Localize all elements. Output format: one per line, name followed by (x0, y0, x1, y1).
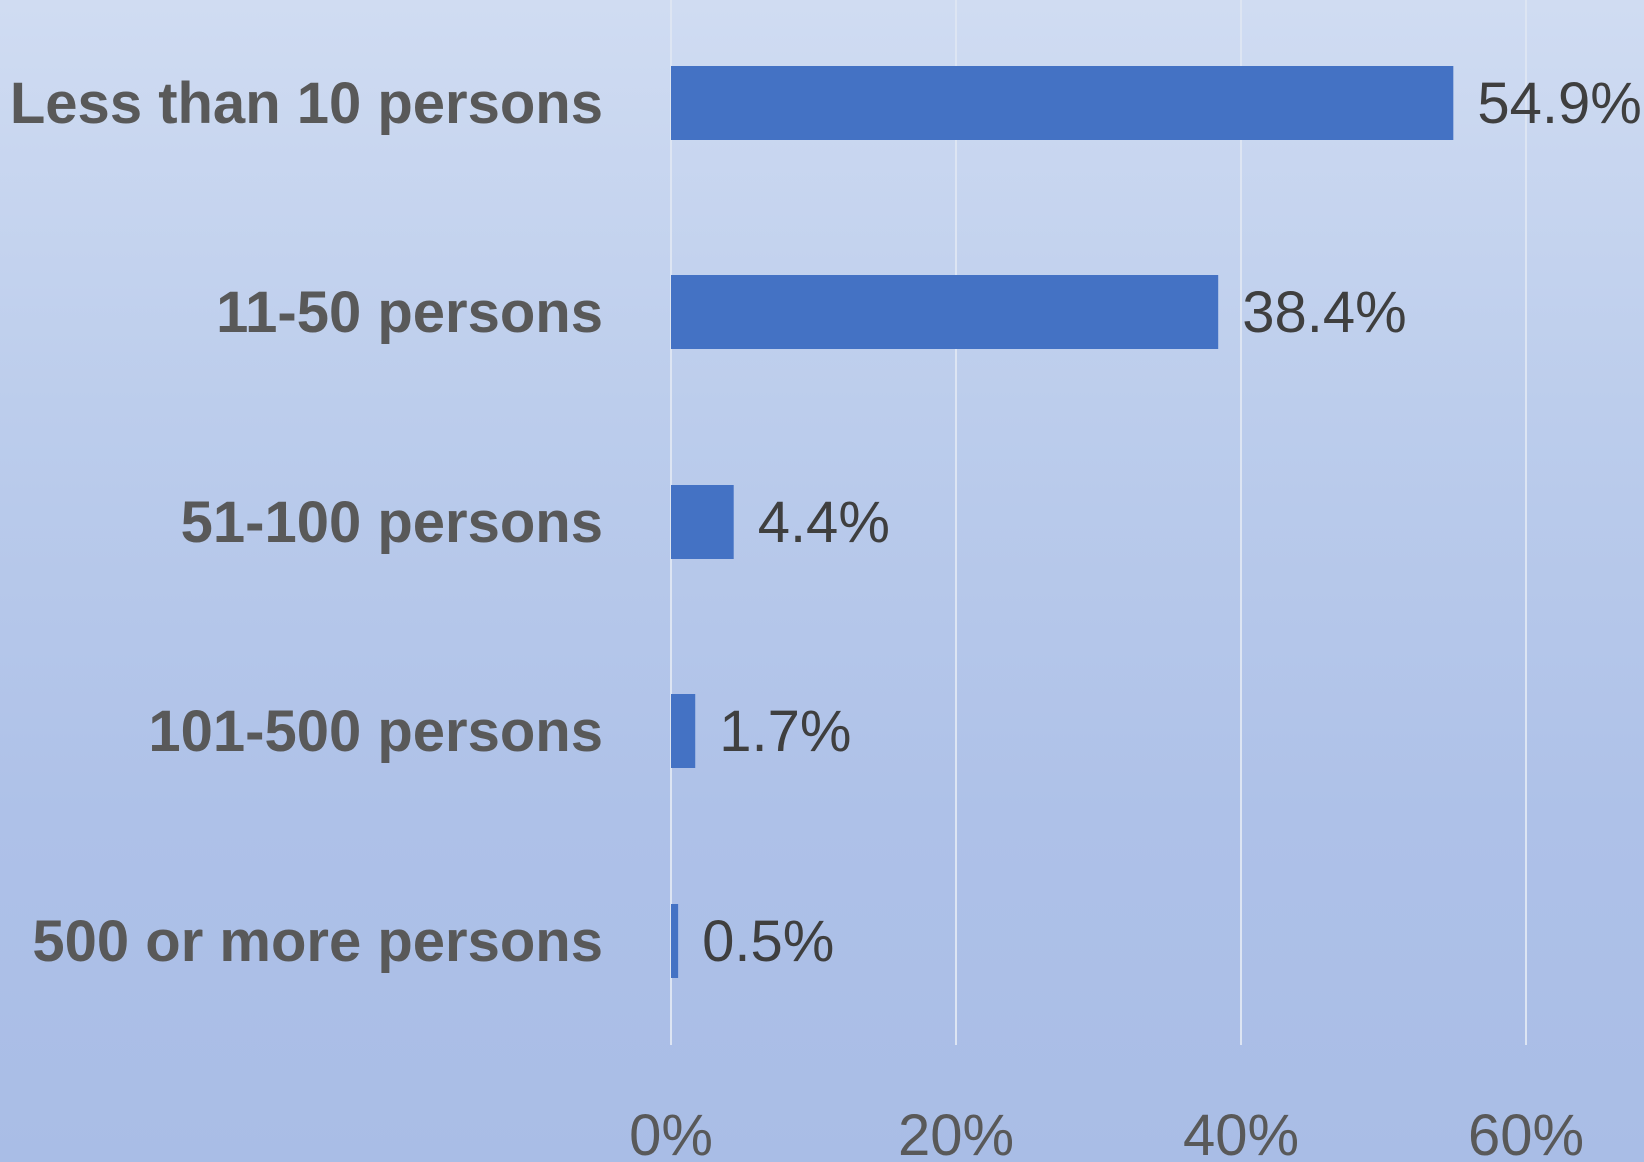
x-axis-ticks: 0% 20% 40% 60% (629, 1103, 1584, 1162)
category-label: 11-50 persons (216, 280, 603, 345)
bar (671, 66, 1454, 140)
x-tick-label: 60% (1468, 1103, 1584, 1162)
category-label: Less than 10 persons (10, 71, 603, 136)
data-label: 38.4% (1242, 280, 1406, 345)
bars (671, 66, 1454, 978)
category-labels: Less than 10 persons 11-50 persons 51-100 … (10, 71, 603, 974)
data-label: 1.7% (719, 699, 851, 764)
x-tick-label: 40% (1183, 1103, 1299, 1162)
x-tick-label: 0% (629, 1103, 713, 1162)
data-label: 0.5% (702, 909, 834, 974)
data-label: 54.9% (1477, 71, 1641, 136)
category-label: 51-100 persons (181, 490, 603, 555)
bar (671, 694, 696, 768)
x-tick-label: 20% (898, 1103, 1014, 1162)
bar (671, 485, 734, 559)
bar (671, 275, 1219, 349)
category-label: 500 or more persons (32, 909, 603, 974)
data-label: 4.4% (758, 490, 890, 555)
bar (671, 904, 679, 978)
value-labels: 54.9% 38.4% 4.4% 1.7% 0.5% (702, 71, 1642, 974)
category-label: 101-500 persons (148, 699, 603, 764)
